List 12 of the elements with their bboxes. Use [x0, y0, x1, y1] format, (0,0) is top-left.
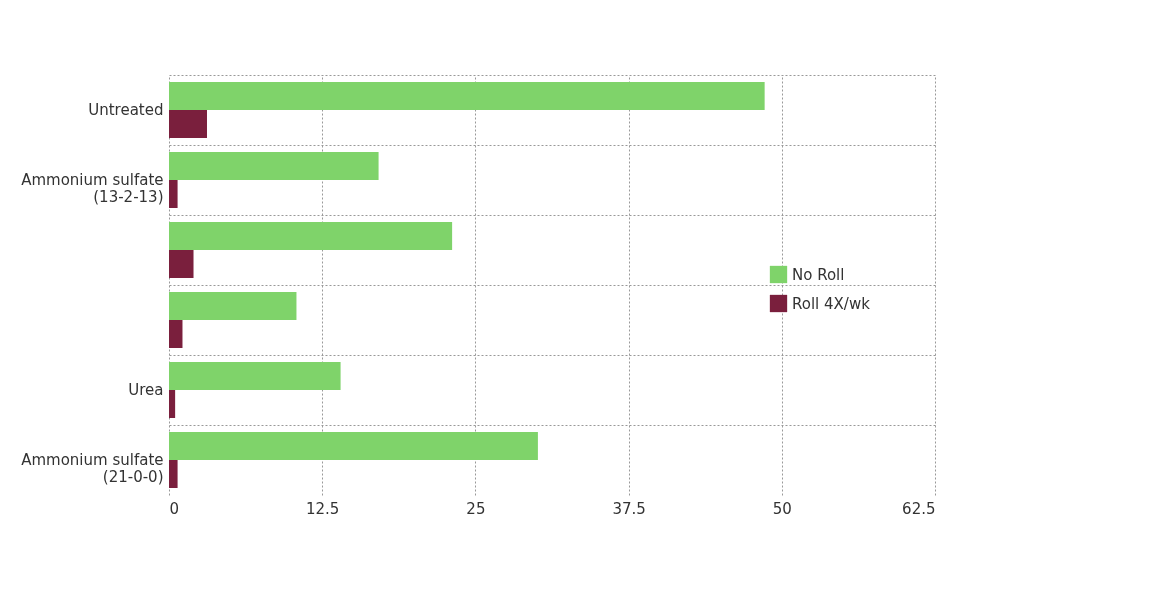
x-tick-label: 12.5: [306, 499, 340, 518]
x-tick-label: 50: [772, 499, 792, 518]
y-tick-label: Untreated: [88, 101, 164, 119]
x-tick-label: 62.5: [902, 499, 936, 518]
legend-label: Roll 4X/wk: [792, 294, 871, 313]
legend-label: No Roll: [792, 265, 845, 284]
x-tick-label: 37.5: [612, 499, 646, 518]
y-tick-label: Ammonium sulfate (21-0-0): [21, 451, 164, 486]
x-tick-label: 25: [466, 499, 486, 518]
x-tick-label: 0: [169, 499, 180, 518]
y-tick-label: Ammonium sulfate (13-2-13): [21, 171, 164, 206]
y-tick-label: Urea: [128, 381, 164, 399]
